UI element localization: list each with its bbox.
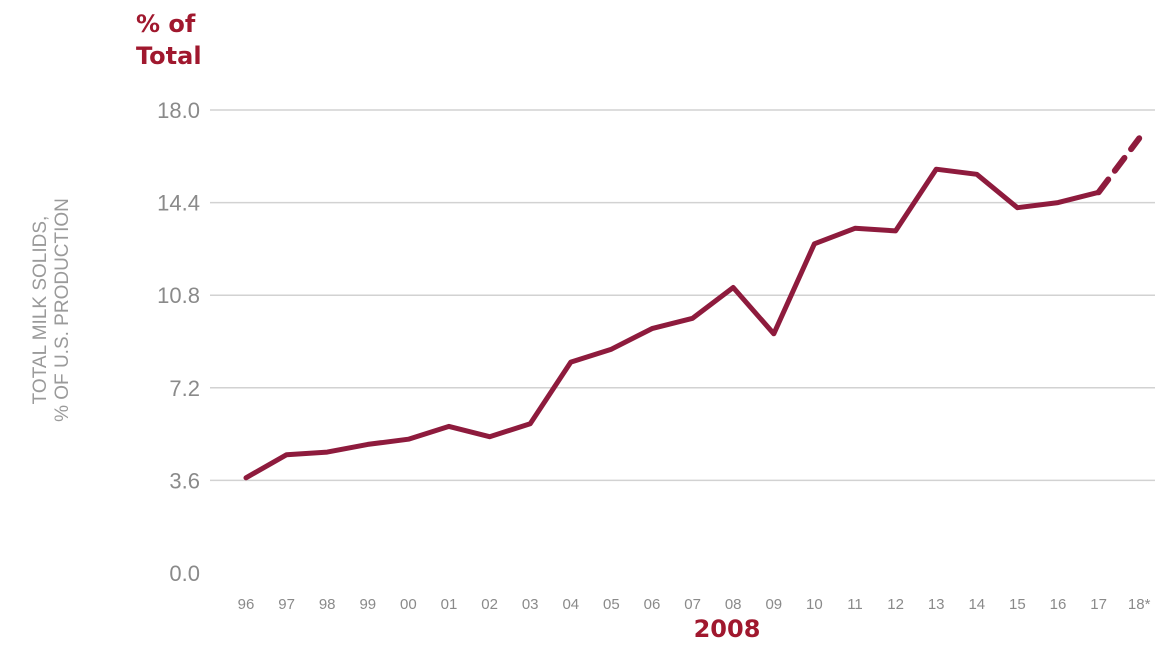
x-tick-label: 09 bbox=[765, 596, 782, 613]
y-tick-label: 3.6 bbox=[169, 468, 200, 493]
x-tick-label: 18* bbox=[1128, 596, 1151, 613]
data-point bbox=[690, 316, 695, 321]
x-tick-label: 17 bbox=[1090, 596, 1107, 613]
y-tick-label: 7.2 bbox=[169, 376, 200, 401]
x-tick-label: 06 bbox=[644, 596, 661, 613]
y-tick-label: 0.0 bbox=[169, 561, 200, 586]
data-point bbox=[568, 360, 573, 365]
data-point bbox=[934, 167, 939, 172]
data-point bbox=[1056, 200, 1060, 205]
gridlines bbox=[210, 109, 1155, 482]
x-tick-label: 03 bbox=[522, 596, 539, 613]
unit-label: % of Total bbox=[136, 8, 256, 72]
x-tick-label: 00 bbox=[400, 596, 417, 613]
series-line bbox=[243, 166, 1102, 481]
data-point bbox=[406, 437, 411, 442]
x-tick-label: 14 bbox=[968, 596, 985, 613]
x-tick-label: 97 bbox=[278, 596, 295, 613]
data-point bbox=[650, 326, 654, 331]
series-layer bbox=[243, 135, 1143, 481]
data-point bbox=[447, 424, 451, 429]
x-tick-label: 16 bbox=[1050, 596, 1067, 613]
y-axis-title-line2: % OF U.S. PRODUCTION bbox=[52, 198, 73, 422]
data-point bbox=[1137, 136, 1142, 141]
y-tick-label: 18.0 bbox=[157, 98, 200, 123]
data-point bbox=[365, 442, 370, 447]
data-point bbox=[609, 347, 614, 352]
x-tick-label: 04 bbox=[562, 596, 579, 613]
series-line-projected bbox=[1095, 135, 1143, 196]
x-tick-label: 98 bbox=[319, 596, 336, 613]
data-point bbox=[1015, 205, 1020, 210]
data-point bbox=[284, 452, 289, 457]
x-tick-label: 99 bbox=[359, 596, 376, 613]
x-tick-label: 11 bbox=[847, 596, 863, 613]
y-axis-title-line1: TOTAL MILK SOLIDS, bbox=[30, 216, 51, 405]
y-tick-label: 14.4 bbox=[157, 191, 200, 216]
x-tick-label: 07 bbox=[684, 596, 701, 613]
x-tick-label: 02 bbox=[481, 596, 498, 613]
y-axis-ticks: 0.0 3.6 7.2 10.8 14.4 18.0 bbox=[157, 98, 200, 586]
data-point bbox=[974, 172, 979, 177]
x-axis-ticks: 96 97 98 99 00 01 02 03 04 05 06 07 08 09 10 11 12 13 14 15… bbox=[238, 596, 1151, 613]
y-tick-label: 10.8 bbox=[157, 283, 200, 308]
data-point bbox=[853, 226, 857, 231]
unit-label-line2: Total bbox=[136, 42, 202, 70]
data-point bbox=[771, 331, 776, 336]
data-point bbox=[487, 434, 492, 439]
data-point bbox=[325, 450, 330, 455]
highlight-year-label: 2008 bbox=[693, 615, 761, 643]
x-tick-label: 08 bbox=[725, 596, 742, 613]
data-point bbox=[528, 421, 533, 426]
x-tick-label: 15 bbox=[1009, 596, 1026, 613]
unit-label-line1: % of bbox=[136, 10, 196, 38]
x-tick-label: 05 bbox=[603, 596, 620, 613]
data-point bbox=[812, 241, 817, 246]
x-tick-label: 10 bbox=[806, 596, 823, 613]
x-tick-label: 12 bbox=[887, 596, 904, 613]
y-axis-title: TOTAL MILK SOLIDS, % OF U.S. PRODUCTION bbox=[30, 198, 73, 422]
x-tick-label: 13 bbox=[928, 596, 945, 613]
data-point bbox=[731, 285, 736, 290]
data-point bbox=[893, 228, 898, 233]
data-point bbox=[1096, 190, 1101, 195]
x-tick-label: 96 bbox=[238, 596, 255, 613]
data-point bbox=[244, 475, 248, 480]
x-tick-label: 01 bbox=[441, 596, 458, 613]
